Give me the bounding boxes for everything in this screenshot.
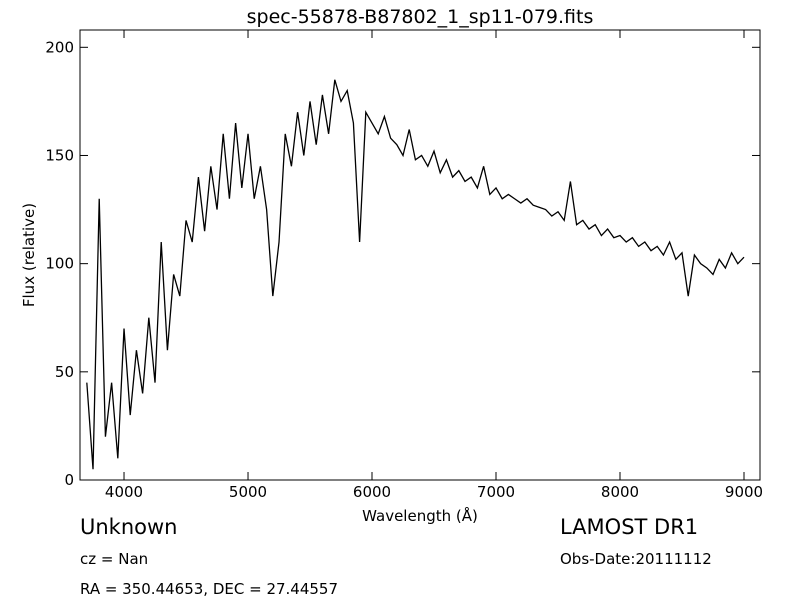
y-tick-label: 0 xyxy=(64,471,74,489)
spectrum-line xyxy=(86,79,745,470)
y-tick-label: 150 xyxy=(45,146,74,164)
x-tick-label: 4000 xyxy=(105,483,143,501)
x-tick-label: 7000 xyxy=(477,483,515,501)
x-tick-label: 8000 xyxy=(601,483,639,501)
x-tick-label: 9000 xyxy=(725,483,763,501)
redshift: cz = Nan xyxy=(80,550,148,568)
obs-date: Obs-Date:20111112 xyxy=(560,550,712,568)
survey: LAMOST DR1 xyxy=(560,515,698,539)
x-axis-label: Wavelength (Å) xyxy=(362,506,478,525)
y-tick-label: 200 xyxy=(45,38,74,56)
chart-title: spec-55878-B87802_1_sp11-079.fits xyxy=(247,6,594,28)
y-axis-label: Flux (relative) xyxy=(20,203,38,307)
x-tick-label: 5000 xyxy=(229,483,267,501)
y-tick-label: 100 xyxy=(45,255,74,273)
y-tick-label: 50 xyxy=(55,363,74,381)
plot-frame xyxy=(79,29,761,481)
object-class: Unknown xyxy=(80,515,177,539)
coordinates: RA = 350.44653, DEC = 27.44557 xyxy=(80,580,338,598)
x-tick-label: 6000 xyxy=(353,483,391,501)
